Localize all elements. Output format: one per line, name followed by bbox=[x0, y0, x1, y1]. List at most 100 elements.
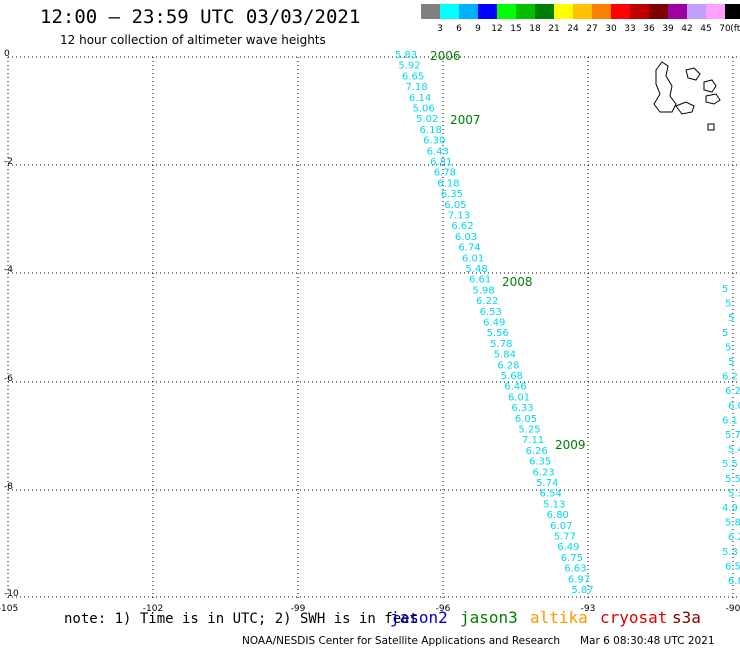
wave-height-value: 6.81 bbox=[430, 157, 452, 168]
wave-height-value: 6.05 bbox=[515, 414, 537, 425]
scale-swatch bbox=[459, 4, 478, 19]
wave-height-value: 6.22 bbox=[476, 296, 498, 307]
wave-height-value: 5.68 bbox=[501, 371, 523, 382]
wave-height-value: 6.46 bbox=[504, 382, 526, 393]
scale-label: 15 bbox=[510, 24, 522, 34]
wave-height-value: 6.30 bbox=[423, 136, 445, 147]
wave-height-value: 6.26 bbox=[525, 446, 547, 457]
island-outline bbox=[703, 79, 717, 93]
edge-wave-height-value: 5.5 bbox=[722, 459, 738, 470]
lat-label: -2 bbox=[4, 157, 13, 167]
wave-height-value: 6.05 bbox=[444, 200, 466, 211]
edge-wave-height-value: 6.0 bbox=[728, 401, 740, 412]
scale-label: 18 bbox=[529, 24, 541, 34]
time-label: 2008 bbox=[502, 275, 533, 289]
wave-height-value: 6.62 bbox=[451, 221, 473, 232]
scale-label: 36 bbox=[643, 24, 655, 34]
edge-wave-height-value: 5.5 bbox=[725, 474, 740, 485]
satellite-legend-item: jason2 bbox=[390, 608, 448, 627]
wave-height-value: 5.02 bbox=[416, 114, 438, 125]
scale-label: 21 bbox=[548, 24, 560, 34]
edge-wave-height-value: 4.9 bbox=[722, 503, 738, 514]
wave-height-value: 6.18 bbox=[420, 125, 442, 136]
time-label: 2009 bbox=[555, 438, 586, 452]
edge-wave-height-value: 6.2 bbox=[728, 532, 740, 543]
edge-wave-height-value: 5 bbox=[722, 328, 728, 339]
lat-label: -4 bbox=[4, 265, 13, 275]
lat-label: 0 bbox=[4, 49, 10, 59]
wave-height-value: 6.49 bbox=[557, 542, 579, 553]
wave-height-value: 5.92 bbox=[398, 61, 420, 72]
island-outline bbox=[675, 101, 695, 115]
wave-height-value: 5.77 bbox=[554, 532, 576, 543]
wave-height-value: 6.43 bbox=[427, 146, 449, 157]
wave-height-value: 6.35 bbox=[441, 189, 463, 200]
edge-wave-height-value: 5.3 bbox=[722, 547, 738, 558]
wave-height-value: 6.78 bbox=[434, 168, 456, 179]
wave-height-value: 6.75 bbox=[561, 553, 583, 564]
wave-height-value: 6.28 bbox=[497, 360, 519, 371]
edge-wave-height-value: 5 bbox=[725, 342, 731, 353]
wave-height-value: 6.80 bbox=[547, 510, 569, 521]
scale-label: 33 bbox=[624, 24, 636, 34]
satellite-legend-item: cryosat bbox=[600, 608, 668, 627]
lon-label: -99 bbox=[291, 604, 306, 614]
scale-swatch bbox=[516, 4, 535, 19]
scale-label: 30 bbox=[605, 24, 617, 34]
island-outline bbox=[685, 67, 701, 81]
scale-swatch bbox=[421, 4, 440, 19]
edge-wave-height-value: 6.2 bbox=[722, 372, 738, 383]
time-label: 2006 bbox=[430, 49, 461, 63]
lon-label: -90 bbox=[726, 604, 740, 614]
lon-label: -96 bbox=[436, 604, 451, 614]
lat-label: -10 bbox=[4, 589, 19, 599]
edge-wave-height-value: 6.8 bbox=[728, 576, 740, 587]
scale-label: 42 bbox=[681, 24, 693, 34]
scale-swatch bbox=[573, 4, 592, 19]
page-subtitle: 12 hour collection of altimeter wave hei… bbox=[60, 33, 326, 47]
units-note: note: 1) Time is in UTC; 2) SWH is in fe… bbox=[64, 611, 419, 627]
edge-wave-height-value: 5.7 bbox=[725, 430, 740, 441]
wave-height-value: 7.18 bbox=[405, 82, 427, 93]
scale-label: 6 bbox=[456, 24, 462, 34]
lon-label: -102 bbox=[143, 604, 163, 614]
scale-label: 9 bbox=[475, 24, 481, 34]
lon-label: -93 bbox=[581, 604, 596, 614]
scale-swatch bbox=[668, 4, 687, 19]
wave-height-value: 6.23 bbox=[533, 467, 555, 478]
wave-height-value: 5.98 bbox=[473, 285, 495, 296]
wave-height-value: 6.01 bbox=[508, 392, 530, 403]
footer-credit: NOAA/NESDIS Center for Satellite Applica… bbox=[242, 635, 560, 647]
wave-height-value: 6.03 bbox=[455, 232, 477, 243]
scale-label: 3 bbox=[437, 24, 443, 34]
wave-height-value: 6.74 bbox=[458, 243, 480, 254]
scale-swatch bbox=[478, 4, 497, 19]
edge-wave-height-value: 5 bbox=[728, 313, 734, 324]
wave-height-value: 5.06 bbox=[413, 104, 435, 115]
edge-wave-height-value: 6.1 bbox=[722, 415, 738, 426]
wave-height-value: 5.13 bbox=[543, 499, 565, 510]
edge-wave-height-value: 5.8 bbox=[725, 518, 740, 529]
scale-unit: (ft) bbox=[730, 24, 740, 34]
wave-height-value: 6.07 bbox=[550, 521, 572, 532]
island-outline bbox=[705, 93, 721, 105]
scale-swatch bbox=[649, 4, 668, 19]
edge-wave-height-value: 5 bbox=[728, 357, 734, 368]
wave-height-value: 5.25 bbox=[518, 425, 540, 436]
wave-height-value: 7.13 bbox=[448, 211, 470, 222]
lat-label: -8 bbox=[4, 482, 13, 492]
satellite-legend-item: altika bbox=[530, 608, 588, 627]
scale-swatch bbox=[687, 4, 706, 19]
time-label: 2007 bbox=[450, 113, 481, 127]
scale-label: 24 bbox=[567, 24, 579, 34]
scale-label: 27 bbox=[586, 24, 598, 34]
page-title: 12:00 – 23:59 UTC 03/03/2021 bbox=[40, 6, 361, 28]
scale-swatch bbox=[535, 4, 554, 19]
scale-label: 12 bbox=[491, 24, 503, 34]
wave-height-value: 6.14 bbox=[409, 93, 431, 104]
wave-height-value: 6.97 bbox=[568, 574, 590, 585]
wave-height-value: 6.53 bbox=[480, 307, 502, 318]
scale-swatch bbox=[706, 4, 725, 19]
wave-height-value: 5.87 bbox=[571, 585, 593, 596]
